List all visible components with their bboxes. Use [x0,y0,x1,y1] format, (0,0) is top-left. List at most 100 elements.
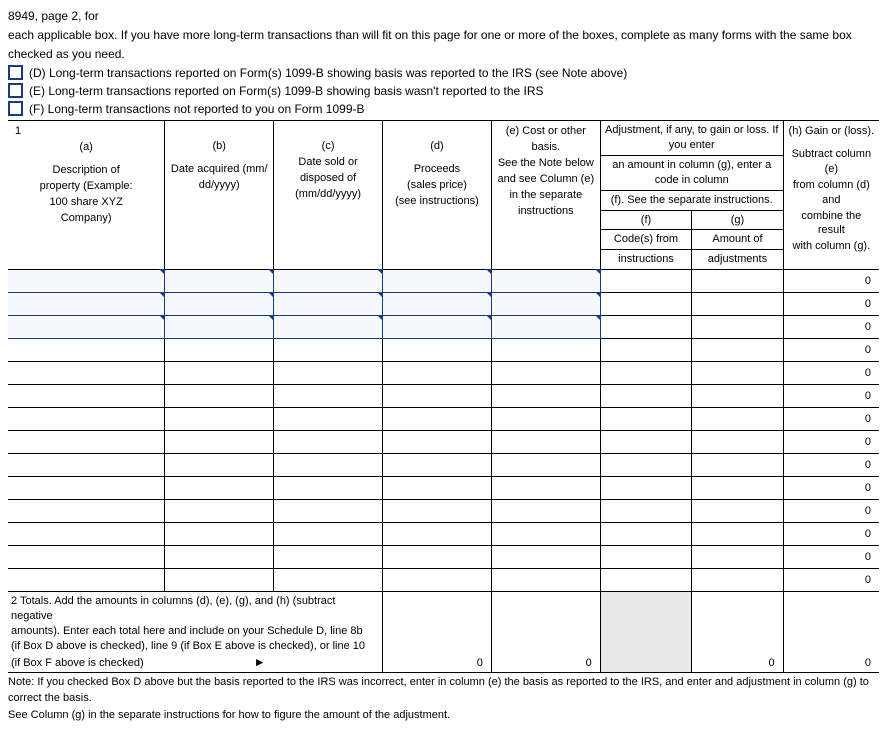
table-row: 0 [8,270,879,293]
footnote-1: Note: If you checked Box D above but the… [8,675,879,706]
empty-cell [274,500,383,523]
empty-cell [383,431,492,454]
empty-cell [165,454,274,477]
cell-input[interactable] [492,293,600,315]
cell-input[interactable] [492,270,600,292]
col-c-header: (c) Date sold or disposed of (mm/dd/yyyy… [274,121,383,270]
empty-cell [165,523,274,546]
empty-cell [8,431,165,454]
col-b-header: (b) Date acquired (mm/ dd/yyyy) [165,121,274,270]
empty-cell [600,569,691,592]
empty-cell [383,477,492,500]
checkbox-d[interactable] [8,65,23,80]
gain-loss-cell: 0 [783,454,879,477]
empty-cell [692,523,783,546]
table-row: 0 [8,293,879,316]
cell-input[interactable] [274,270,382,292]
checkbox-e-label: (E) Long-term transactions reported on F… [29,84,544,98]
gain-loss-cell: 0 [783,569,879,592]
empty-cell [8,523,165,546]
gain-loss-cell: 0 [783,316,879,339]
col-fg-header-2: an amount in column (g), enter a code in… [600,156,783,191]
gain-loss-cell: 0 [783,293,879,316]
empty-cell [274,569,383,592]
gain-loss-cell: 0 [783,408,879,431]
table-row: 0 [8,385,879,408]
empty-cell [600,500,691,523]
empty-cell [383,385,492,408]
intro-line-3: checked as you need. [8,46,879,63]
totals-f-shaded [600,592,691,673]
cell-input[interactable] [274,293,382,315]
empty-cell [491,385,600,408]
cell-input[interactable] [274,316,382,338]
table-row: 0 [8,316,879,339]
empty-cell [600,431,691,454]
empty-cell [491,569,600,592]
checkbox-e[interactable] [8,83,23,98]
empty-cell [692,454,783,477]
empty-cell [692,408,783,431]
gain-loss-cell: 0 [783,431,879,454]
footnote-2: See Column (g) in the separate instructi… [8,708,879,723]
arrow-icon: ► [254,655,266,669]
empty-cell [491,408,600,431]
intro-line-1: 8949, page 2, for [8,8,879,25]
empty-cell [274,523,383,546]
gain-loss-cell: 0 [783,523,879,546]
cell-input[interactable] [165,316,273,338]
empty-cell [383,500,492,523]
empty-cell [600,385,691,408]
empty-cell [692,431,783,454]
empty-cell [274,339,383,362]
empty-cell [383,569,492,592]
checkbox-f-label: (F) Long-term transactions not reported … [29,102,365,116]
cell-input[interactable] [8,270,164,292]
empty-cell [692,339,783,362]
col-f-sub3: instructions [600,250,691,270]
empty-cell [8,500,165,523]
empty-cell [600,362,691,385]
totals-h: 0 [783,592,879,673]
cell-input[interactable] [8,293,164,315]
table-row: 0 [8,477,879,500]
gain-loss-cell: 0 [783,546,879,569]
gain-loss-cell: 0 [783,477,879,500]
empty-cell [165,339,274,362]
empty-cell [8,569,165,592]
empty-cell [8,546,165,569]
gain-loss-cell: 0 [783,385,879,408]
cell-input[interactable] [383,270,491,292]
empty-cell [491,339,600,362]
empty-cell [8,339,165,362]
col-fg-header-3: (f). See the separate instructions. [600,190,783,210]
col-a-header: 1 (a) Description of property (Example: … [8,121,165,270]
cell-input[interactable] [383,293,491,315]
col-g-sub3: adjustments [692,250,783,270]
empty-cell [692,362,783,385]
empty-cell [491,477,600,500]
col-f-sub1: (f) [600,210,691,230]
col-fg-header-1: Adjustment, if any, to gain or loss. If … [600,121,783,156]
empty-cell [8,477,165,500]
cell-input[interactable] [165,293,273,315]
cell-input[interactable] [383,316,491,338]
empty-cell [692,316,783,339]
form-8949-table: 1 (a) Description of property (Example: … [8,120,879,673]
empty-cell [600,523,691,546]
col-d-header: (d) Proceeds (sales price) (see instruct… [383,121,492,270]
empty-cell [274,454,383,477]
empty-cell [165,362,274,385]
empty-cell [692,546,783,569]
empty-cell [692,569,783,592]
empty-cell [165,546,274,569]
col-h-header: (h) Gain or (loss). Subtract column (e) … [783,121,879,270]
col-f-sub2: Code(s) from [600,230,691,250]
cell-input[interactable] [165,270,273,292]
cell-input[interactable] [492,316,600,338]
checkbox-f[interactable] [8,101,23,116]
empty-cell [491,546,600,569]
cell-input[interactable] [8,316,164,338]
empty-cell [165,408,274,431]
table-row: 0 [8,523,879,546]
